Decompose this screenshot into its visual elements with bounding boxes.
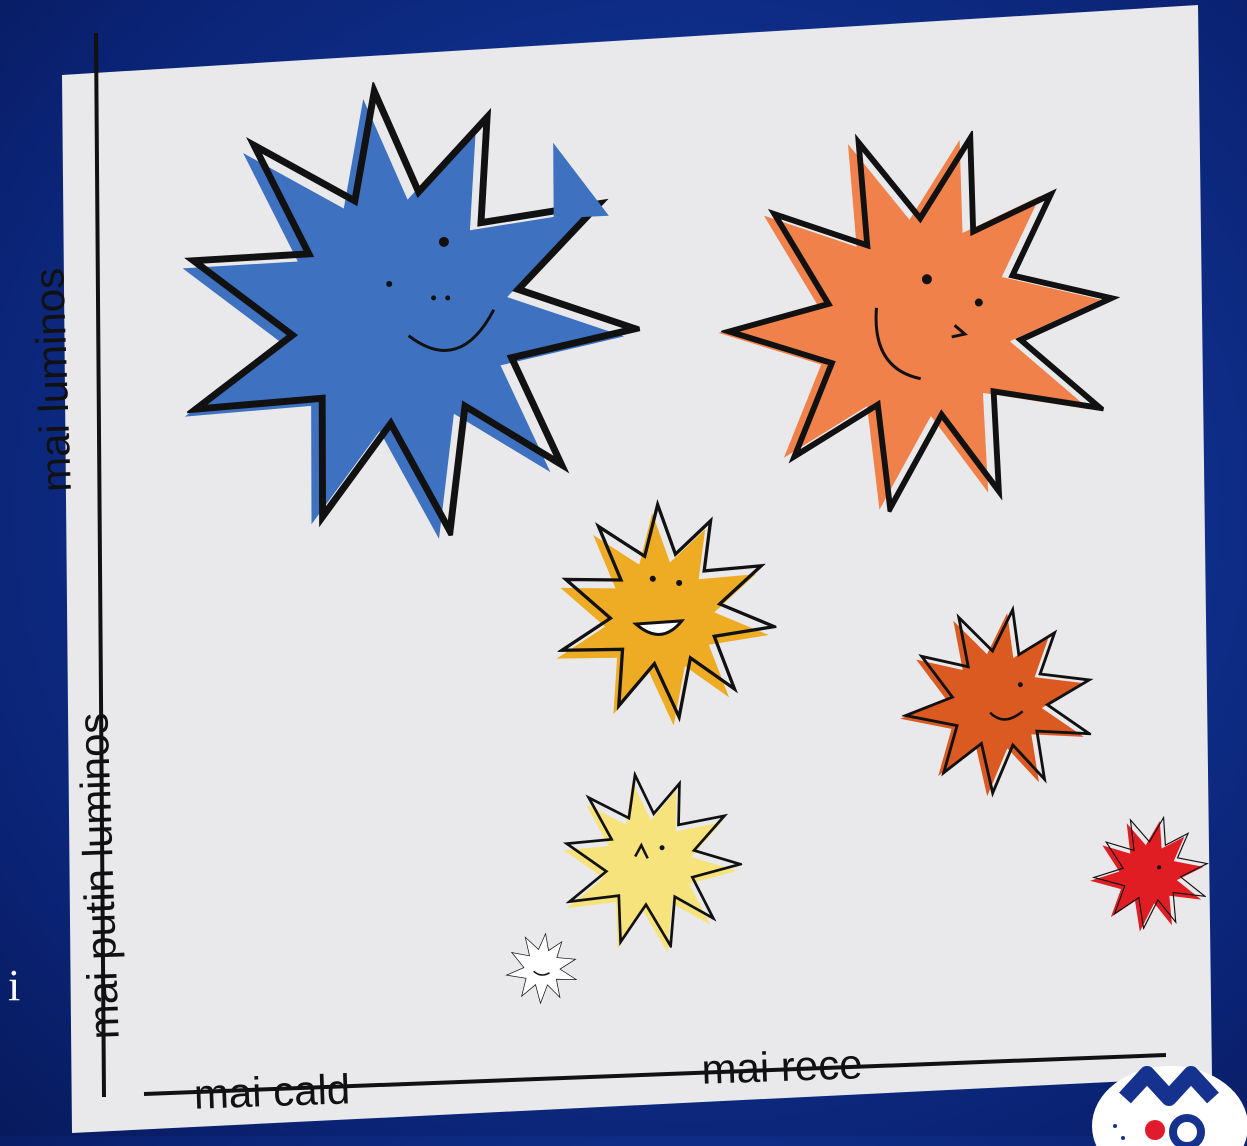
y-axis-line <box>94 32 106 1098</box>
x-axis-line <box>143 1053 1167 1096</box>
dark-orange-star <box>891 595 1107 809</box>
slide-text-fragment: i <box>8 961 21 1010</box>
logo <box>1092 1066 1247 1146</box>
orange-star <box>686 91 1155 556</box>
blue-star-smile <box>407 308 496 352</box>
orange-star-smile <box>874 307 921 381</box>
x-axis-label-right: mai rece <box>700 1040 864 1093</box>
red-star <box>1081 805 1220 943</box>
blue-star-eye <box>438 236 449 247</box>
x-axis-label-left: mai cald <box>193 1065 351 1118</box>
amber-star <box>546 495 783 734</box>
pale-yellow-star <box>547 758 754 969</box>
blue-star <box>144 60 661 572</box>
orange-star-eye <box>921 274 932 285</box>
white-star <box>503 929 582 1008</box>
amber-star-mouth <box>632 619 686 636</box>
y-axis-label-top: mai luminos <box>25 267 80 493</box>
